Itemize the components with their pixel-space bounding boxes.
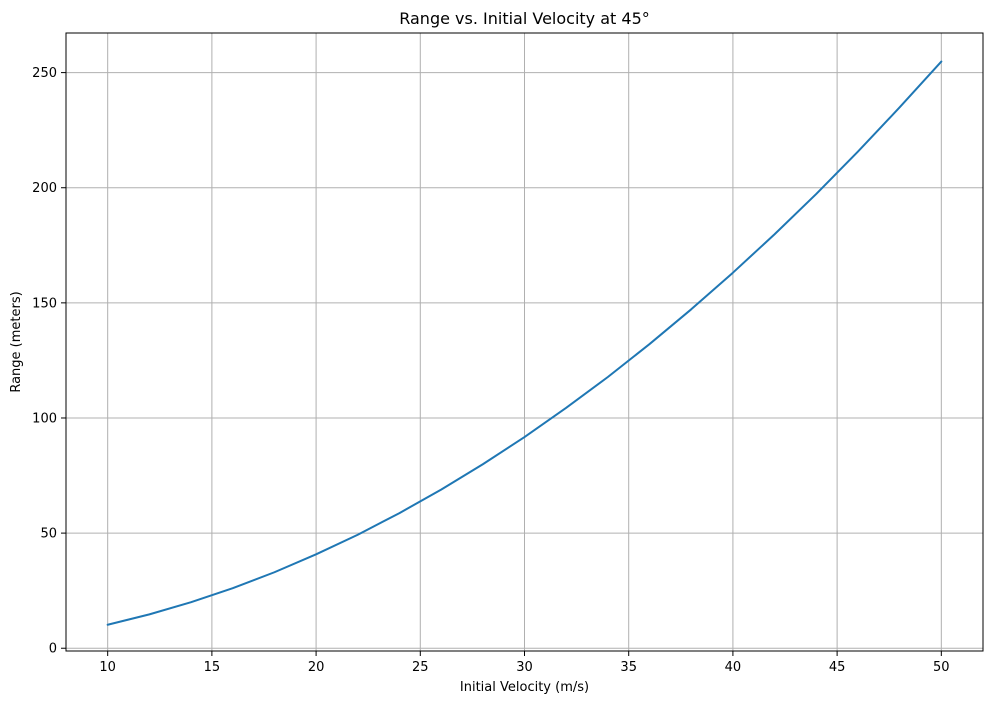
series-layer xyxy=(106,60,943,626)
x-tick-label: 15 xyxy=(204,660,221,675)
x-tick-label: 45 xyxy=(829,660,846,675)
y-tick-label: 250 xyxy=(32,66,57,81)
x-tick-label: 25 xyxy=(412,660,429,675)
x-tick-label: 50 xyxy=(933,660,950,675)
x-tick-label: 35 xyxy=(620,660,637,675)
y-tick-label: 200 xyxy=(32,181,57,196)
series-line-0 xyxy=(106,60,943,626)
x-tick-label: 10 xyxy=(99,660,116,675)
y-tick-label: 50 xyxy=(40,527,57,542)
x-tick-label: 40 xyxy=(725,660,742,675)
y-axis-label: Range (meters) xyxy=(9,291,24,392)
tick-layer: 10 15 20 25 30 35 40 45 50 0 50 100 150 200 250 xyxy=(32,66,949,675)
y-tick-label: 0 xyxy=(49,642,57,657)
y-tick-label: 100 xyxy=(32,411,57,426)
chart-title: Range vs. Initial Velocity at 45° xyxy=(399,9,650,28)
grid-layer xyxy=(66,33,983,651)
x-axis-label: Initial Velocity (m/s) xyxy=(460,680,589,695)
x-tick-label: 20 xyxy=(308,660,325,675)
x-tick-label: 30 xyxy=(516,660,533,675)
y-tick-label: 150 xyxy=(32,296,57,311)
